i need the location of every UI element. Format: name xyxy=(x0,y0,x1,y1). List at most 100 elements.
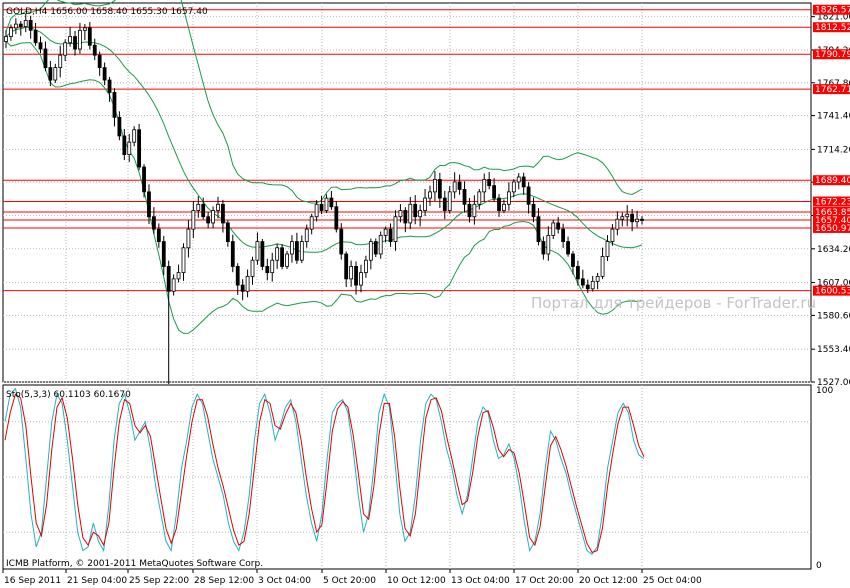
candle-body xyxy=(447,191,452,211)
chart-header: GOLD,H4 1656.00 1658.40 1655.30 1657.40 xyxy=(6,7,208,17)
candle-body xyxy=(127,141,132,155)
level-label: 1762.71 xyxy=(815,85,850,95)
candle-body xyxy=(482,179,487,193)
stochastic-lines xyxy=(4,387,645,556)
candle-body xyxy=(319,203,324,211)
candle-body xyxy=(206,216,211,224)
candle-body xyxy=(590,280,595,290)
candle-body xyxy=(275,247,280,261)
candle-body xyxy=(566,241,570,255)
stochastic-label: Sto(5,3,3) 60.1103 60.1670 xyxy=(6,390,131,400)
y-tick-label: 1580.60 xyxy=(817,311,850,321)
candle-body xyxy=(521,176,526,188)
candle-body xyxy=(201,203,206,218)
candle-body xyxy=(299,241,304,261)
x-tick-label: 20 Oct 12:00 xyxy=(579,576,638,586)
candle-body xyxy=(68,36,72,44)
candle-body xyxy=(147,191,151,218)
stoch-main-line xyxy=(4,387,645,556)
candle-body xyxy=(122,135,127,156)
candle-body xyxy=(117,116,122,137)
candle-body xyxy=(364,259,368,274)
x-tick-label: 5 Oct 20:00 xyxy=(323,576,376,586)
price-panel[interactable] xyxy=(2,2,812,383)
bollinger-upper xyxy=(5,0,643,204)
candle-body xyxy=(285,253,289,267)
candle-body xyxy=(43,48,48,69)
candle-body xyxy=(640,218,644,221)
y-tick-label: 1767.80 xyxy=(817,79,850,89)
candle-body xyxy=(304,228,309,242)
level-label-bg xyxy=(813,206,850,217)
candle-body xyxy=(132,129,137,143)
stoch-axis-0: 0 xyxy=(816,561,822,571)
candle-body xyxy=(260,241,265,267)
level-labels: 1826.57 1812.52 1790.79 1762.71 1689.40 1672.… xyxy=(813,4,850,297)
candle-body xyxy=(349,266,354,280)
candle-body xyxy=(171,278,176,292)
candle-body xyxy=(73,36,77,50)
candle-body xyxy=(137,129,142,168)
candle-body xyxy=(526,186,531,205)
candle-body xyxy=(33,29,38,44)
candle-body xyxy=(329,197,334,208)
candle-body xyxy=(615,218,620,230)
candle-body xyxy=(398,210,403,218)
candle-body xyxy=(152,216,156,230)
level-label-bg xyxy=(813,4,850,15)
candle-body xyxy=(585,284,590,290)
level-label-bg xyxy=(813,84,850,95)
candle-body xyxy=(294,241,299,261)
candle-body xyxy=(23,19,28,28)
candle-body xyxy=(497,197,501,211)
candle-body xyxy=(191,210,196,230)
candle-body xyxy=(211,210,215,224)
candle-body xyxy=(531,203,536,218)
candle-body xyxy=(418,210,423,218)
candle-body xyxy=(477,191,482,205)
candle-body xyxy=(452,181,457,193)
stochastic-panel[interactable] xyxy=(2,384,812,570)
candle-body xyxy=(181,247,186,274)
candle-body xyxy=(87,27,92,46)
x-tick-label: 16 Sep 2011 xyxy=(4,576,61,586)
candle-body xyxy=(53,67,58,81)
y-tick-label: 1527.00 xyxy=(817,378,850,388)
level-label-bg xyxy=(813,22,850,33)
candle-body xyxy=(506,191,511,205)
stoch-axis-100: 100 xyxy=(816,386,833,396)
candle-body xyxy=(388,228,393,242)
candle-body xyxy=(97,54,102,69)
candle-body xyxy=(378,234,383,255)
candle-body xyxy=(413,203,418,218)
level-label-bg xyxy=(813,222,850,233)
candle-body xyxy=(580,278,585,286)
candle-body xyxy=(442,197,447,211)
x-tick-label: 21 Sep 04:00 xyxy=(67,576,127,586)
candle-body xyxy=(18,23,23,28)
y-tick-label: 1741.40 xyxy=(817,112,850,122)
candle-body xyxy=(354,266,358,286)
candle-body xyxy=(63,42,68,56)
candle-body xyxy=(265,266,270,274)
level-label-bg xyxy=(813,175,850,186)
level-label: 1663.85 xyxy=(815,208,850,218)
candle-body xyxy=(270,259,275,274)
level-label-bg xyxy=(813,196,850,207)
candle-body xyxy=(48,67,53,81)
candle-body xyxy=(314,203,319,218)
level-label: 1672.23 xyxy=(815,198,850,208)
candle-body xyxy=(551,222,556,236)
copyright: ICMB Platform, © 2001-2011 MetaQuotes So… xyxy=(6,559,263,569)
candle-body xyxy=(433,179,437,193)
x-tick-label: 13 Oct 04:00 xyxy=(451,576,510,586)
candle-body xyxy=(561,228,566,242)
candle-body xyxy=(166,266,171,292)
level-label-bg xyxy=(813,49,850,60)
level-label: 1689.40 xyxy=(815,176,850,186)
bollinger-middle xyxy=(5,26,643,253)
level-label: 1600.53 xyxy=(815,287,850,297)
candle-body xyxy=(536,216,541,242)
stoch-signal-line xyxy=(4,393,645,554)
